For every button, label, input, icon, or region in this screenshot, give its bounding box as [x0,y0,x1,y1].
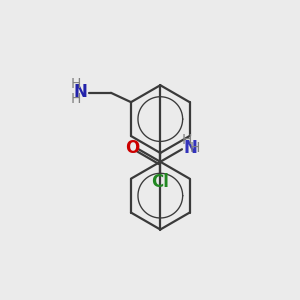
Text: O: O [125,140,139,158]
Text: H: H [181,133,192,147]
Text: H: H [189,141,200,155]
Text: H: H [70,77,81,91]
Text: H: H [70,92,81,106]
Text: N: N [184,140,198,158]
Text: N: N [74,83,87,101]
Text: Cl: Cl [152,172,169,190]
